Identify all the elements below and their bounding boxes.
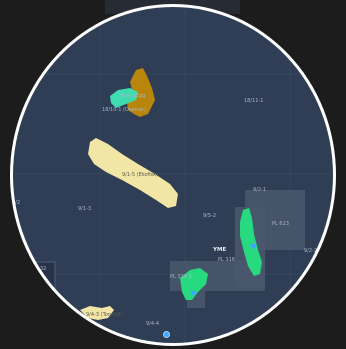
label-pl613: PL 613 [272,221,289,227]
label-left-edge: 9/2 [12,200,20,206]
label-block-9-2-1: 9/2-1 [253,187,266,193]
discovery-large[interactable] [88,138,178,208]
label-left-32: 32 [40,266,46,272]
label-block-18-11: 18/11-1 [244,98,263,104]
map-grid [10,4,336,346]
licence-block-left[interactable] [10,261,56,293]
map-canvas[interactable]: Skarv/Egg 18/10-1 (Oselvar) 18/11-1 9/1-… [10,4,336,346]
label-field-upper-2: 18/10-1 (Oselvar) [102,107,146,113]
well-marker-icon[interactable] [250,243,256,249]
zoom-pin-icon[interactable] [163,331,170,338]
label-block-9-3: 9/3-1 [320,244,333,250]
label-block-9-2-2: 9/2-2 [304,248,317,254]
field-lower[interactable] [180,268,208,300]
map-lens[interactable]: Skarv/Egg 18/10-1 (Oselvar) 18/11-1 9/1-… [10,4,336,346]
oil-field-upper[interactable] [127,68,155,117]
label-pl-lower: PL 316 B [170,274,193,280]
field-yme[interactable] [240,208,262,276]
label-pl316: PL 316 [218,257,235,263]
label-yme: YME [212,247,226,253]
label-block-9-1-3: 9/1-3 [78,206,91,212]
label-block-9-4: 9/4-4 [146,321,159,327]
label-discovery: 9/1-5 (Ekofisk) [122,172,158,178]
well-marker-icon[interactable] [190,290,196,296]
discovery-bottom-left[interactable] [80,306,114,320]
label-bottom-left: 9/4-3 (Torvald) [86,312,122,318]
gas-field-upper[interactable] [110,88,138,108]
label-block-9-5-2: 9/5-2 [203,213,216,219]
label-field-upper: Skarv/Egg [120,93,145,99]
